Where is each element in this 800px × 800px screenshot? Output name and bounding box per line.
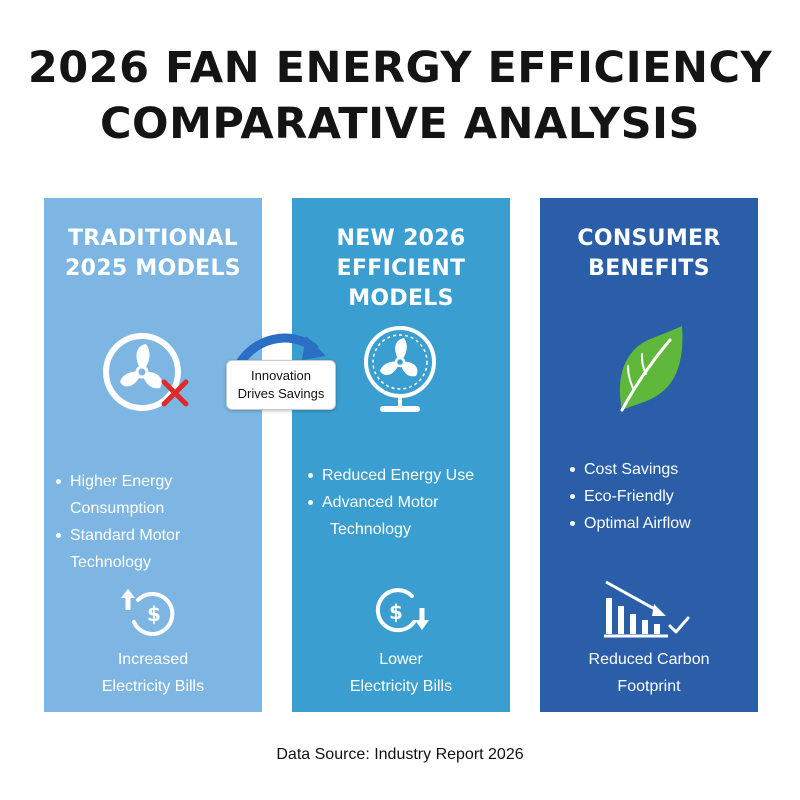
title-line-2: COMPARATIVE ANALYSIS <box>99 99 701 149</box>
data-source-caption: Data Source: Industry Report 2026 <box>276 746 524 763</box>
panel-footer-label: Reduced Carbon Footprint <box>540 646 758 700</box>
list-item: Eco-Friendly <box>540 483 758 510</box>
panel-footer-line-1: Reduced Carbon <box>588 651 710 668</box>
panel-bullet-list: Higher Energy Consumption Standard Motor… <box>44 468 262 576</box>
declining-bars-check-icon <box>604 580 690 638</box>
panel-footer-line-1: Lower <box>379 651 423 668</box>
panel-consumer-benefits: CONSUMER BENEFITS Cost Savings Eco-Frien… <box>540 198 758 712</box>
panel-heading: CONSUMER BENEFITS <box>540 224 758 284</box>
panel-heading: NEW 2026 EFFICIENT MODELS <box>292 224 510 314</box>
panel-heading-line-2: BENEFITS <box>588 256 710 281</box>
list-item: Standard Motor Technology <box>44 522 262 576</box>
panel-heading-line-2: EFFICIENT MODELS <box>336 256 466 311</box>
panel-heading: TRADITIONAL 2025 MODELS <box>44 224 262 284</box>
panel-heading-line-1: TRADITIONAL <box>67 226 239 251</box>
green-leaf-icon <box>619 326 683 412</box>
list-item-continuation: Technology <box>330 521 411 538</box>
panel-traditional-models: TRADITIONAL 2025 MODELS Higher Energy Co… <box>44 198 262 712</box>
dollar-arrow-up-icon: $ <box>121 589 175 636</box>
dollar-arrow-down-icon: $ <box>375 588 429 633</box>
panel-footer-line-2: Electricity Bills <box>101 678 205 695</box>
panel-footer-line-2: Footprint <box>617 678 681 695</box>
panel-footer-label: Increased Electricity Bills <box>44 646 262 700</box>
title-line-1: 2026 FAN ENERGY EFFICIENCY <box>27 43 773 93</box>
panel-bullet-list: Cost Savings Eco-Friendly Optimal Airflo… <box>540 456 758 537</box>
list-item: Optimal Airflow <box>540 510 758 537</box>
panel-footer-label: Lower Electricity Bills <box>292 646 510 700</box>
panel-heading-line-1: NEW 2026 <box>336 226 466 251</box>
panel-footer-line-1: Increased <box>117 651 189 668</box>
svg-text:$: $ <box>147 602 161 626</box>
panel-heading-line-1: CONSUMER <box>577 226 721 251</box>
callout-line-1: Innovation <box>251 368 311 383</box>
list-item: Higher Energy Consumption <box>44 468 262 522</box>
callout-line-2: Drives Savings <box>237 386 325 401</box>
list-item: Reduced Energy Use <box>292 462 510 489</box>
list-item: Cost Savings <box>540 456 758 483</box>
panel-new-efficient-models: NEW 2026 EFFICIENT MODELS Reduced Energy… <box>292 198 510 712</box>
page-title: 2026 FAN ENERGY EFFICIENCY COMPARATIVE A… <box>0 40 800 152</box>
panel-footer-line-2: Electricity Bills <box>349 678 453 695</box>
panel-bullet-list: Reduced Energy Use Advanced Motor Techno… <box>292 462 510 543</box>
desk-fan-icon <box>364 326 436 412</box>
svg-text:$: $ <box>389 600 403 624</box>
fan-with-red-x-icon <box>103 333 189 411</box>
panel-heading-line-2: 2025 MODELS <box>65 256 241 281</box>
list-item: Advanced Motor <box>292 489 510 516</box>
innovation-callout: Innovation Drives Savings <box>226 360 336 410</box>
